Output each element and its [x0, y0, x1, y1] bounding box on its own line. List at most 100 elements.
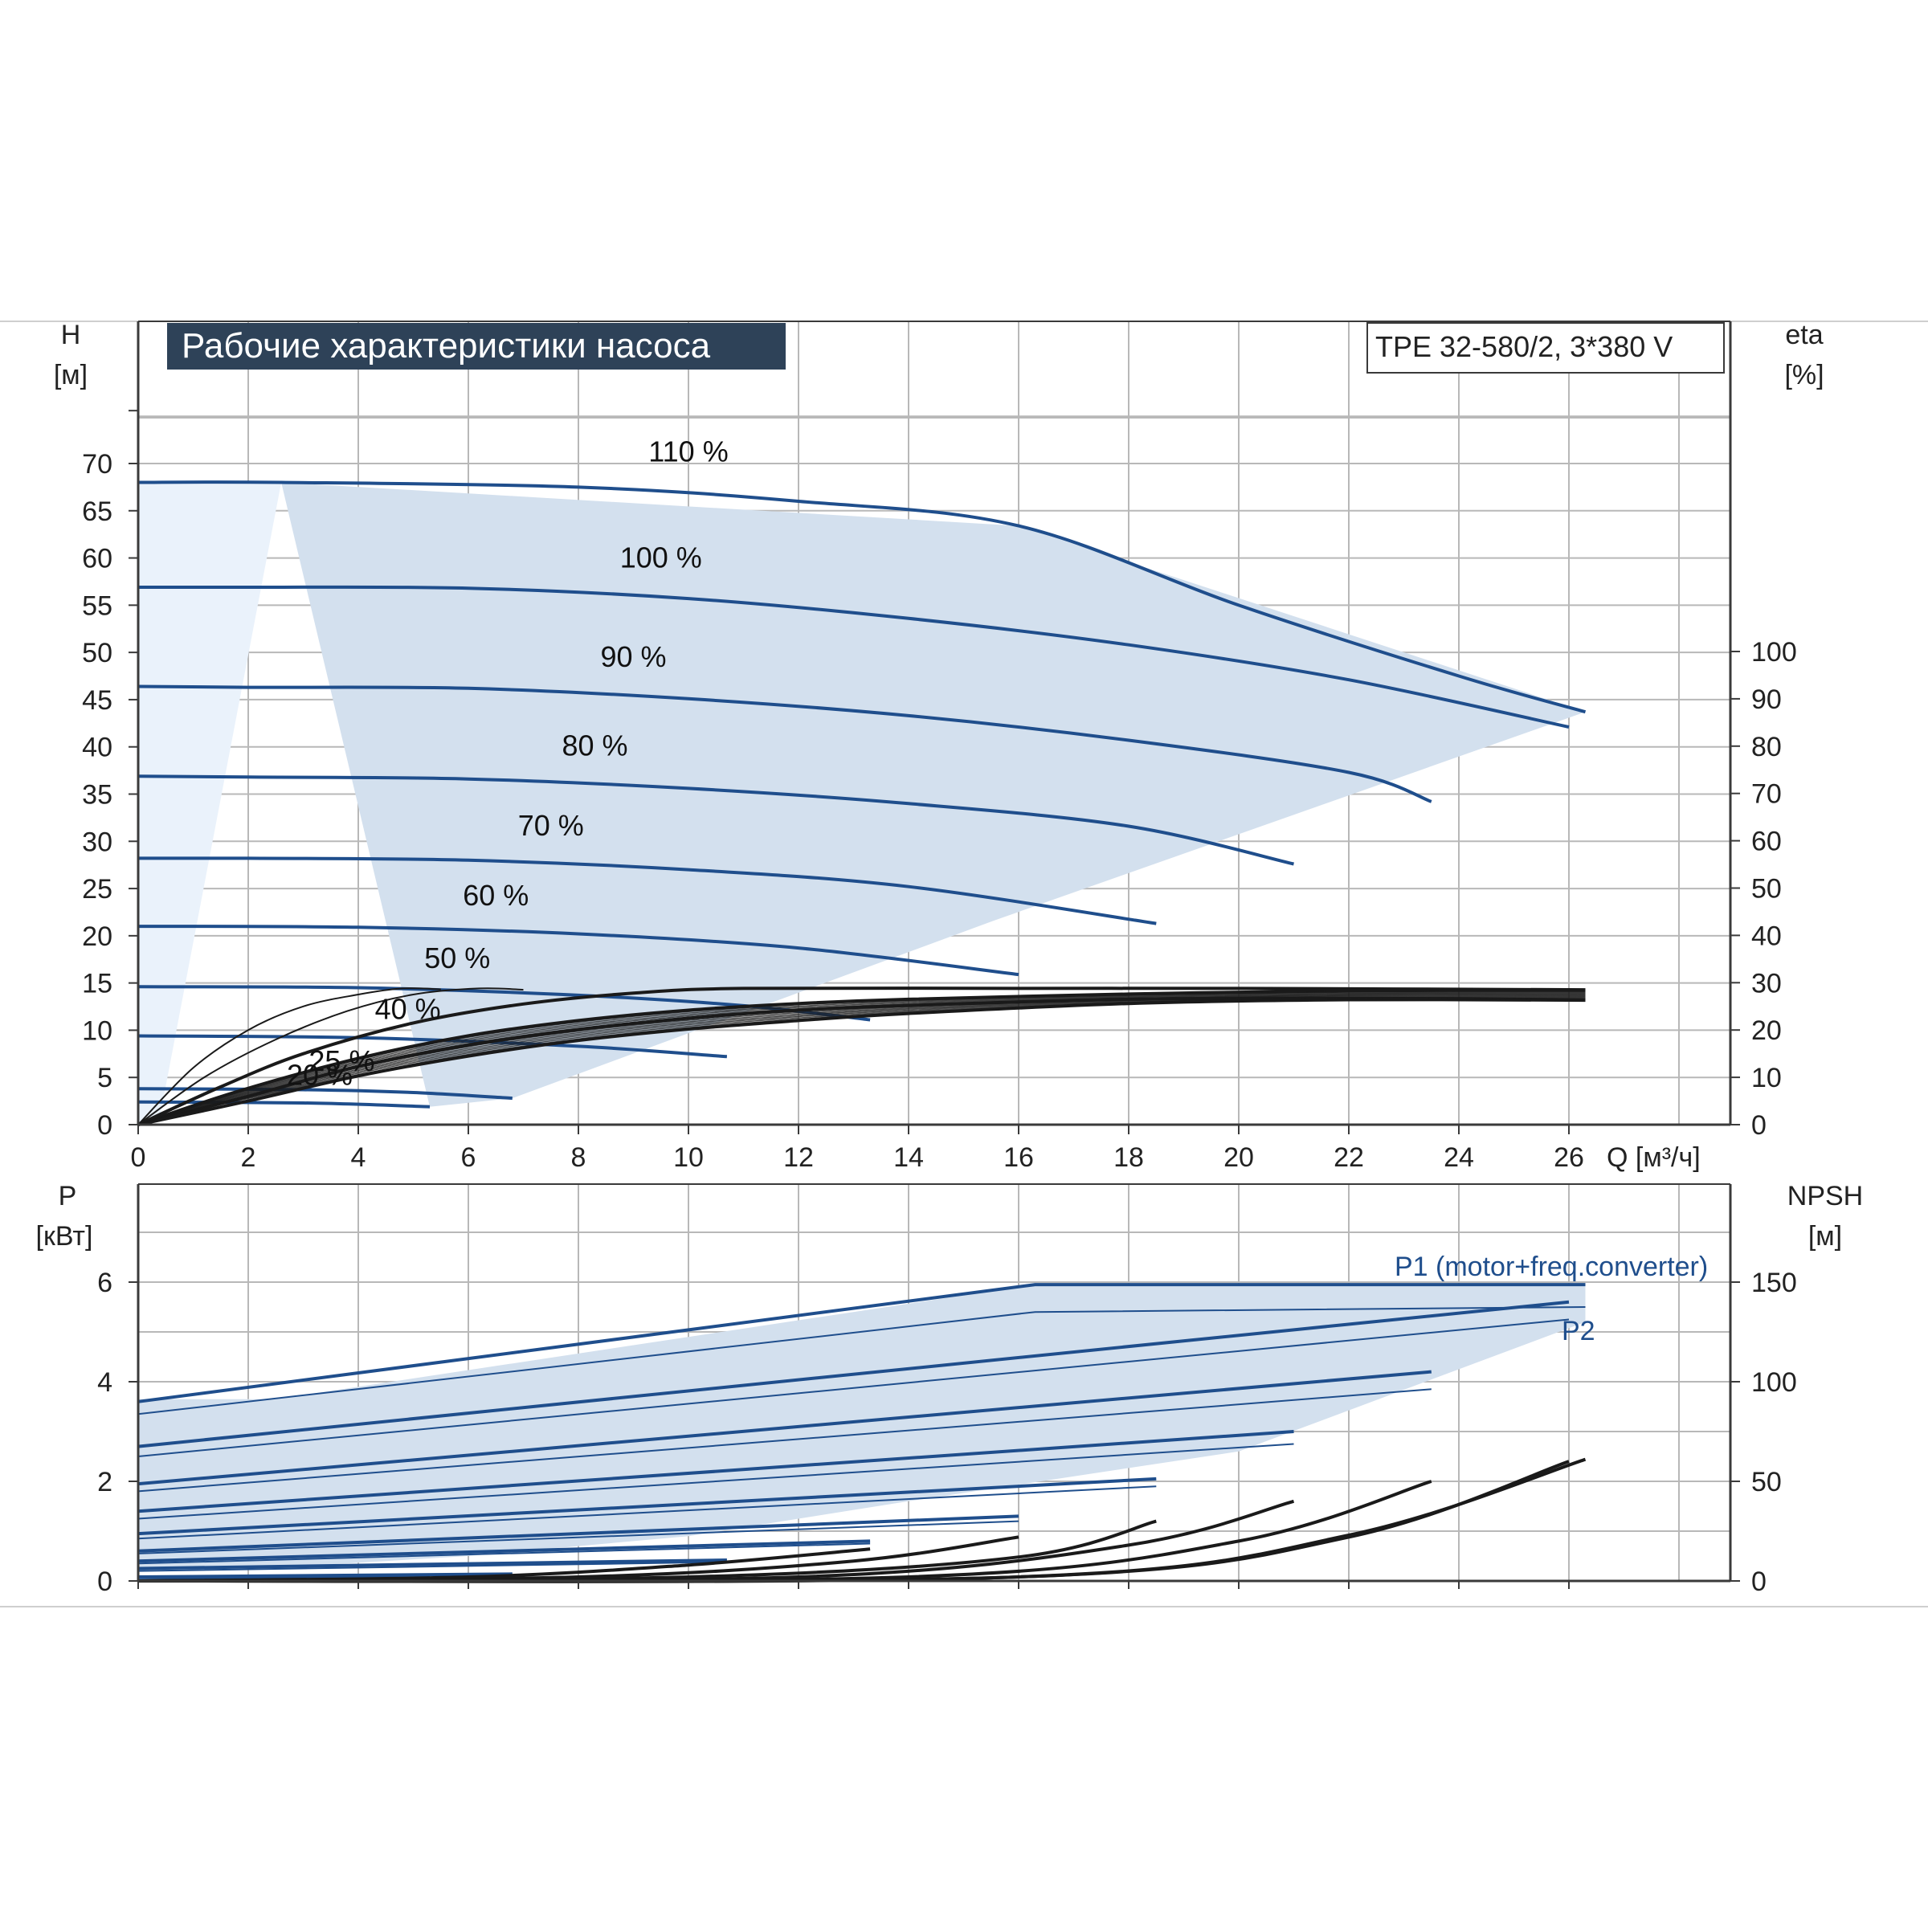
efficiency-curve — [137, 995, 1586, 1125]
q-tick-label: 14 — [893, 1142, 924, 1173]
speed-curve-label: 20 % — [287, 1059, 353, 1092]
q-tick-label: 16 — [1003, 1142, 1034, 1173]
head-y-tick-label: 10 — [82, 1015, 112, 1046]
model-label: TPE 32-580/2, 3*380 V — [1375, 330, 1673, 363]
head-speed-curves — [137, 480, 1587, 1109]
eta-y-tick-label: 70 — [1751, 779, 1782, 810]
efficiency-curve — [137, 990, 1586, 1125]
eta-y-tick-label: 20 — [1751, 1015, 1782, 1046]
q-tick-label: 0 — [131, 1142, 146, 1173]
eta-y-label-symbol: eta — [1785, 320, 1823, 350]
power-curves — [137, 1283, 1586, 1579]
head-y-tick-label: 0 — [97, 1110, 112, 1141]
p1-series-label: P1 (motor+freq.converter) — [1395, 1252, 1708, 1282]
q-tick-label: 22 — [1334, 1142, 1364, 1173]
head-speed-curve — [137, 1034, 728, 1059]
q-tick-label: 12 — [783, 1142, 814, 1173]
head-y-tick-label: 70 — [82, 449, 112, 480]
power-curve — [137, 1443, 1294, 1520]
eta-y-tick-label: 40 — [1751, 921, 1782, 951]
head-speed-curve — [137, 684, 1432, 803]
head-y-label-unit: [м] — [54, 360, 88, 390]
efficiency-curve — [137, 990, 1586, 1125]
q-tick-label: 10 — [673, 1142, 704, 1173]
efficiency-curve — [137, 987, 441, 1125]
head-speed-curve — [137, 925, 1019, 977]
efficiency-curve — [137, 986, 1586, 1126]
eta-y-tick-label: 10 — [1751, 1063, 1782, 1093]
p1-curve — [137, 1283, 1586, 1403]
npsh-y-label-unit: [м] — [1808, 1221, 1842, 1252]
head-speed-curve — [137, 585, 1570, 729]
head-y-tick-label: 25 — [82, 874, 112, 905]
npsh-y-tick-label: 50 — [1751, 1467, 1782, 1497]
head-y-tick-label: 40 — [82, 733, 112, 763]
head-envelope-left — [138, 482, 282, 1125]
q-axis-label: Q [м³/ч] — [1607, 1142, 1701, 1173]
efficiency-curve — [137, 992, 1586, 1125]
power-curve — [137, 1370, 1432, 1486]
eta-y-tick-label: 50 — [1751, 874, 1782, 905]
head-y-tick-label: 5 — [97, 1063, 112, 1093]
efficiency-curve — [137, 999, 1586, 1125]
head-axes — [137, 321, 1732, 1126]
power-curve — [137, 1514, 1019, 1553]
p2-curve — [137, 1306, 1586, 1415]
power-curve — [137, 1485, 1157, 1540]
power-curve — [137, 1572, 513, 1579]
eta-y-tick-label: 60 — [1751, 827, 1782, 857]
efficiency-curve — [137, 994, 1586, 1125]
power-curve — [137, 1318, 1570, 1457]
power-envelope — [138, 1285, 1586, 1569]
power-y-tick-label: 6 — [97, 1268, 112, 1298]
q-tick-label: 8 — [571, 1142, 586, 1173]
efficiency-curve — [137, 993, 1586, 1125]
eta-y-tick-label: 80 — [1751, 732, 1782, 762]
power-curve — [137, 1430, 1294, 1513]
head-speed-curve — [137, 774, 1294, 866]
head-speed-curve — [137, 1100, 431, 1109]
head-y-tick-label: 45 — [82, 685, 112, 716]
efficiency-curve — [137, 996, 1586, 1125]
power-curve — [137, 1520, 1019, 1554]
eta-y-label-unit: [%] — [1784, 360, 1824, 390]
power-envelope-band — [138, 1285, 1586, 1569]
chart-title: Рабочие характеристики насоса — [182, 326, 711, 366]
q-tick-label: 4 — [351, 1142, 366, 1173]
q-tick-label: 26 — [1554, 1142, 1584, 1173]
efficiency-curve — [137, 987, 524, 1125]
speed-curve-label: 60 % — [463, 879, 529, 912]
efficiency-curves — [137, 986, 1586, 1126]
eta-y-tick-label: 100 — [1751, 637, 1797, 668]
npsh-y-label-symbol: NPSH — [1787, 1181, 1863, 1211]
q-tick-label: 2 — [241, 1142, 256, 1173]
eta-y-tick-label: 30 — [1751, 968, 1782, 999]
speed-curve-label: 40 % — [375, 992, 441, 1025]
head-speed-curve — [137, 480, 1587, 714]
head-y-tick-label: 60 — [82, 544, 112, 574]
eta-y-tick-label: 0 — [1751, 1110, 1767, 1141]
efficiency-curve — [137, 997, 1586, 1125]
efficiency-curve — [137, 991, 1586, 1125]
head-y-tick-label: 15 — [82, 969, 112, 999]
speed-curve-label: 100 % — [620, 541, 702, 574]
head-speed-curve — [137, 1087, 513, 1101]
efficiency-curve — [137, 996, 1586, 1125]
head-curve-labels: 110 % 100 % 90 % 80 % 70 % 60 % 50 % 40 %25 %20… — [287, 435, 729, 1092]
speed-curve-label: 25 % — [308, 1044, 374, 1077]
speed-curve-label: 80 % — [562, 729, 628, 762]
power-curve — [137, 1561, 727, 1572]
speed-curve-label: 110 % — [648, 435, 728, 468]
power-curve — [137, 1542, 871, 1565]
speed-curve-label: 90 % — [600, 640, 666, 673]
head-y-tick-label: 35 — [82, 780, 112, 811]
head-y-tick-label: 20 — [82, 921, 112, 952]
head-y-tick-label: 50 — [82, 638, 112, 668]
npsh-y-tick-label: 100 — [1751, 1367, 1797, 1398]
speed-curve-label: 50 % — [424, 941, 490, 974]
head-speed-curve — [137, 856, 1157, 925]
q-tick-label: 20 — [1223, 1142, 1254, 1173]
efficiency-curve — [137, 998, 1586, 1125]
